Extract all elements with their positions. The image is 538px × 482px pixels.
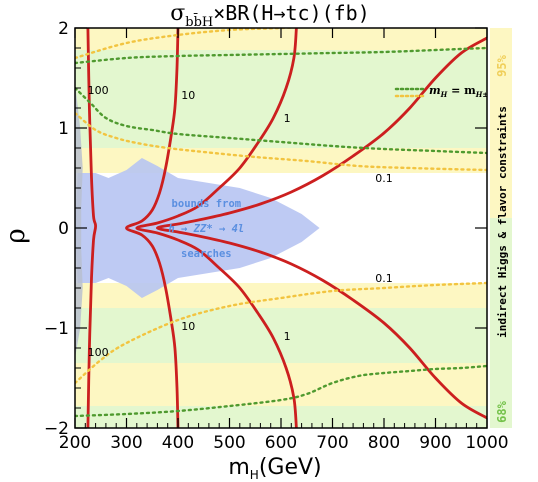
right-strip-yellow xyxy=(490,28,512,218)
series-yellow-upper-top xyxy=(75,28,310,60)
contour-label-6: 10 xyxy=(181,320,195,333)
blue-annotation-line-2: h → ZZ* → 4l xyxy=(168,223,244,235)
right-label-95: 95% xyxy=(495,54,509,76)
x-tick-label-400: 400 xyxy=(162,433,194,453)
legend-label: mH = mH± xyxy=(429,84,488,99)
contour-label-7: 100 xyxy=(88,346,109,359)
y-tick-label-2: 0 xyxy=(58,219,69,239)
x-tick-label-700: 700 xyxy=(316,433,348,453)
y-axis-label: ρ xyxy=(1,228,31,243)
right-label: indirect Higgs & flavor constraints xyxy=(496,106,509,338)
x-tick-label-500: 500 xyxy=(213,433,245,453)
grey-region xyxy=(75,83,83,358)
right-strip-green xyxy=(490,218,512,428)
title-rest: ×BR(H→tc)(fb) xyxy=(213,1,370,25)
series-mH-eq-mH±-upper xyxy=(75,46,487,65)
blue-annotation-line-1: bounds from xyxy=(172,198,242,210)
y-tick-label-4: 2 xyxy=(58,19,69,39)
series-mH-eq-mH±-mid xyxy=(75,86,487,155)
y-tick-labels: −2 −1 0 1 2 xyxy=(44,19,69,439)
chart-title: σbb̄H×BR(H→tc)(fb) xyxy=(170,1,370,30)
x-tick-label-1000: 1000 xyxy=(465,433,508,453)
title-sub: bb̄H xyxy=(185,13,213,30)
series-yellow-upper-mid xyxy=(75,111,487,172)
series-layer xyxy=(75,28,487,428)
x-tick-label-300: 300 xyxy=(110,433,142,453)
contour-label-4: 0.1 xyxy=(375,272,393,285)
contour-label-1: 10 xyxy=(181,89,195,102)
blue-annotation-line-3: searches xyxy=(181,248,232,260)
contour-labels: 100 10 1 0.1 0.1 1 10 100 xyxy=(88,84,393,359)
title-main: σ xyxy=(170,1,185,26)
series-yellow-lower xyxy=(75,281,487,385)
x-tick-label-600: 600 xyxy=(265,433,297,453)
series-contour-0.1 xyxy=(155,36,487,420)
zz4l-excluded-region xyxy=(75,83,320,358)
series-contour-10 xyxy=(125,28,180,428)
blue-region xyxy=(75,158,320,298)
x-tick-label-900: 900 xyxy=(419,433,451,453)
contour-label-3: 0.1 xyxy=(375,172,393,185)
right-label-68: 68% xyxy=(495,400,509,422)
contour-label-2: 1 xyxy=(284,112,291,125)
series-contour-1 xyxy=(135,28,298,428)
x-axis-label: mH(GeV) xyxy=(228,455,321,482)
legend: mH = mH± xyxy=(394,84,488,99)
y-tick-label-3: 1 xyxy=(58,119,69,139)
x-tick-labels: 200 300 400 500 600 700 800 900 1000 xyxy=(59,433,509,453)
y-tick-label-0: −2 xyxy=(44,419,69,439)
contour-label-0: 100 xyxy=(88,84,109,97)
series-mH-eq-mH±-lower xyxy=(75,364,487,418)
x-tick-label-200: 200 xyxy=(59,433,91,453)
axis-ticks xyxy=(74,27,488,429)
blue-annotation: bounds from h → ZZ* → 4l searches xyxy=(168,198,244,260)
y-tick-label-1: −1 xyxy=(44,319,69,339)
contour-label-5: 1 xyxy=(284,330,291,343)
x-tick-label-800: 800 xyxy=(368,433,400,453)
